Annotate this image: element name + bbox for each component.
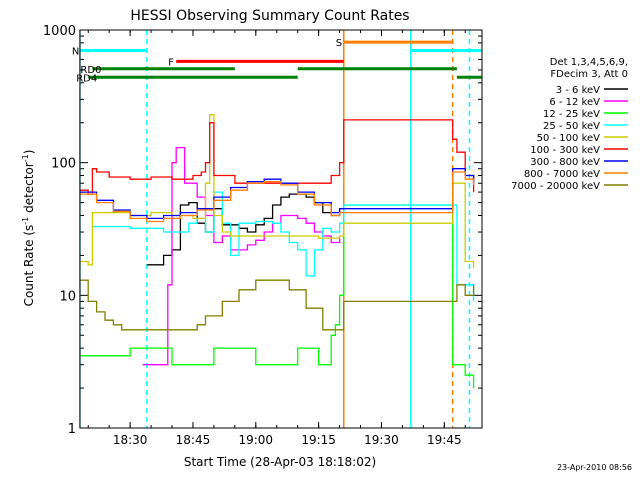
x-tick-label-5: 19:45 <box>427 433 462 447</box>
legend-label-2: 12 - 25 keV <box>543 109 600 120</box>
legend-label-3: 25 - 50 keV <box>543 121 600 132</box>
legend-header-1: Det 1,3,4,5,6,9, <box>550 57 628 68</box>
footer-date: 23-Apr-2010 08:56 <box>556 463 632 472</box>
legend-label-6: 300 - 800 keV <box>530 157 600 168</box>
legend-label-1: 6 - 12 keV <box>549 97 600 108</box>
series-line-7 <box>79 171 475 223</box>
flag-label-rd4: RD4 <box>76 73 97 84</box>
y-label-sup2: -1 <box>21 154 30 162</box>
x-axis-label: Start Time (28-Apr-03 18:18:02) <box>184 455 376 469</box>
legend-label-7: 800 - 7000 keV <box>524 169 600 180</box>
legend-label-0: 3 - 6 keV <box>556 85 600 96</box>
y-label-main: Count Rate (s <box>22 225 36 307</box>
flag-label-rd0: RD0 <box>80 65 101 76</box>
series-line-5 <box>79 119 475 195</box>
series-line-2 <box>79 204 475 389</box>
x-tick-label-4: 19:30 <box>364 433 399 447</box>
series-line-1 <box>142 146 341 366</box>
x-tick-label-2: 19:00 <box>238 433 273 447</box>
flag-label-f: F <box>168 57 174 68</box>
series-line-8 <box>79 279 475 331</box>
y-label-end: ) <box>22 150 36 155</box>
y-axis-label: Count Rate (s-1 detector-1) <box>21 150 36 307</box>
y-tick-label-2: 100 <box>51 157 76 172</box>
chart-title: HESSI Observing Summary Count Rates <box>130 8 409 24</box>
y-label-mid: detector <box>22 162 36 217</box>
y-tick-label-0: 1 <box>68 422 76 437</box>
svg-text:Count Rate (s-1 detector-1): Count Rate (s-1 detector-1) <box>21 150 36 307</box>
series-line-0 <box>146 193 341 266</box>
legend-label-8: 7000 - 20000 keV <box>511 181 600 192</box>
legend-label-5: 100 - 300 keV <box>530 145 600 156</box>
series-line-3 <box>92 191 475 302</box>
y-tick-label-1: 10 <box>59 289 76 304</box>
series-line-4 <box>79 114 475 269</box>
flag-label-s: S <box>336 38 342 49</box>
y-label-sup1: -1 <box>21 217 30 225</box>
flag-label-n: N <box>72 47 79 58</box>
legend-header-2: FDecim 3, Att 0 <box>550 69 628 80</box>
y-tick-label-3: 1000 <box>43 24 76 39</box>
series-line-6 <box>79 168 475 220</box>
x-tick-label-3: 19:15 <box>301 433 336 447</box>
x-tick-label-0: 18:30 <box>113 433 148 447</box>
plot-frame <box>79 29 483 429</box>
legend-label-4: 50 - 100 keV <box>537 133 601 144</box>
x-tick-label-1: 18:45 <box>176 433 211 447</box>
